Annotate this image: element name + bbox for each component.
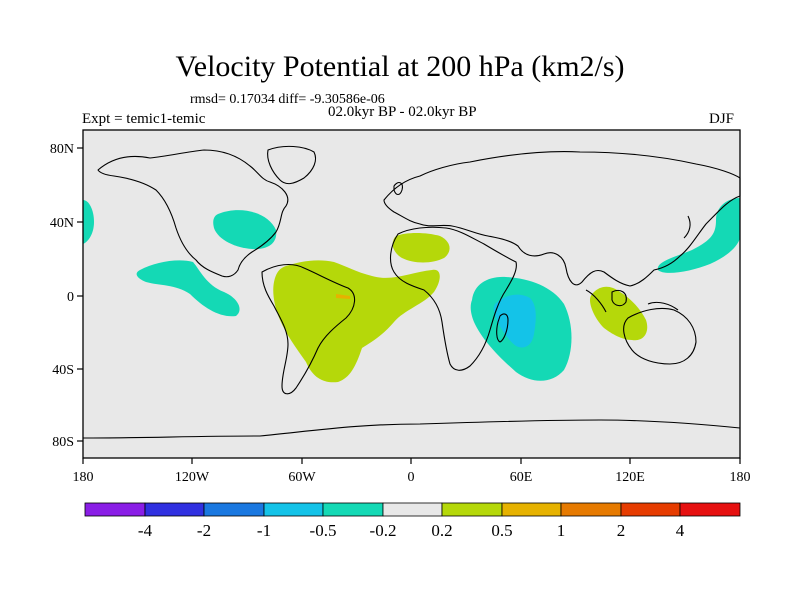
period-label: 02.0kyr BP - 02.0kyr BP: [328, 104, 477, 120]
lon-label: 180: [730, 470, 751, 485]
colorbar-label: 0.2: [431, 521, 452, 540]
coast-africa: [389, 226, 517, 371]
coast-borneo: [611, 289, 627, 307]
colorbar-label: -1: [257, 521, 271, 540]
lon-label: 60W: [288, 470, 316, 485]
colorbar-box: [322, 502, 384, 517]
colorbar-boxes: [84, 502, 741, 517]
colorbar-box: [560, 502, 622, 517]
colorbar-label: 0.5: [491, 521, 512, 540]
anomaly-indian-core: [493, 294, 536, 348]
coast-south-america: [261, 263, 356, 395]
stats-line: rmsd= 0.17034 diff= -9.30586e-06: [190, 92, 385, 107]
colorbar: -4 -2 -1 -0.5 -0.2 0.2 0.5 1 2 4: [84, 502, 741, 540]
map-title: Velocity Potential at 200 hPa (km2/s): [175, 50, 625, 83]
coast-australia: [623, 307, 697, 365]
colorbar-box: [620, 502, 681, 517]
colorbar-label: -2: [197, 521, 211, 540]
anomaly-west-pacific: [657, 198, 740, 273]
colorbar-label: 2: [617, 521, 626, 540]
anomaly-small-positive: [336, 294, 350, 299]
colorbar-label: 4: [676, 521, 685, 540]
colorbar-box: [382, 502, 443, 517]
lon-label: 0: [408, 470, 415, 485]
experiment-label: Expt = temic1-temic: [82, 111, 206, 127]
coast-greenland: [267, 145, 317, 185]
lon-axis: 180 120W 60W 0 60E 120E 180: [73, 458, 751, 485]
coastlines: [82, 145, 741, 439]
anomaly-north-america: [213, 210, 277, 250]
lat-label: 40S: [52, 363, 74, 378]
coast-sumatra: [585, 289, 607, 313]
colorbar-box: [203, 502, 265, 517]
coast-uk: [393, 181, 403, 196]
lat-label: 40N: [50, 216, 74, 231]
anomaly-east-pacific: [136, 260, 240, 317]
lat-axis: 80N 40N 0 40S 80S: [50, 142, 83, 450]
colorbar-box: [501, 502, 562, 517]
coast-madagascar: [496, 313, 509, 343]
colorbar-label: -4: [138, 521, 153, 540]
colorbar-label: -0.2: [370, 521, 397, 540]
season-label: DJF: [709, 111, 735, 127]
colorbar-box: [84, 502, 146, 517]
anomaly-maritime-continent: [590, 286, 648, 341]
coast-antarctica: [82, 419, 741, 439]
coast-eurasia: [383, 151, 741, 287]
colorbar-box: [679, 502, 741, 517]
lat-label: 80S: [52, 435, 74, 450]
lon-label: 120E: [615, 470, 645, 485]
colorbar-box: [144, 502, 205, 517]
lat-label: 80N: [50, 142, 74, 157]
coast-new-guinea: [647, 301, 679, 311]
colorbar-label: 1: [557, 521, 566, 540]
colorbar-labels: -4 -2 -1 -0.5 -0.2 0.2 0.5 1 2 4: [138, 521, 685, 540]
anomaly-north-africa: [392, 233, 450, 263]
anomaly-south-america-atlantic: [273, 260, 440, 383]
anomaly-fills: [83, 198, 740, 383]
colorbar-label: -0.5: [310, 521, 337, 540]
lon-label: 60E: [510, 470, 533, 485]
anomaly-atlantic-west: [83, 200, 94, 244]
colorbar-box: [441, 502, 503, 517]
coast-north-america: [97, 149, 289, 278]
lon-label: 120W: [175, 470, 210, 485]
coast-japan: [683, 215, 691, 239]
lon-label: 180: [73, 470, 94, 485]
lat-label: 0: [67, 290, 74, 305]
colorbar-box: [263, 502, 324, 517]
